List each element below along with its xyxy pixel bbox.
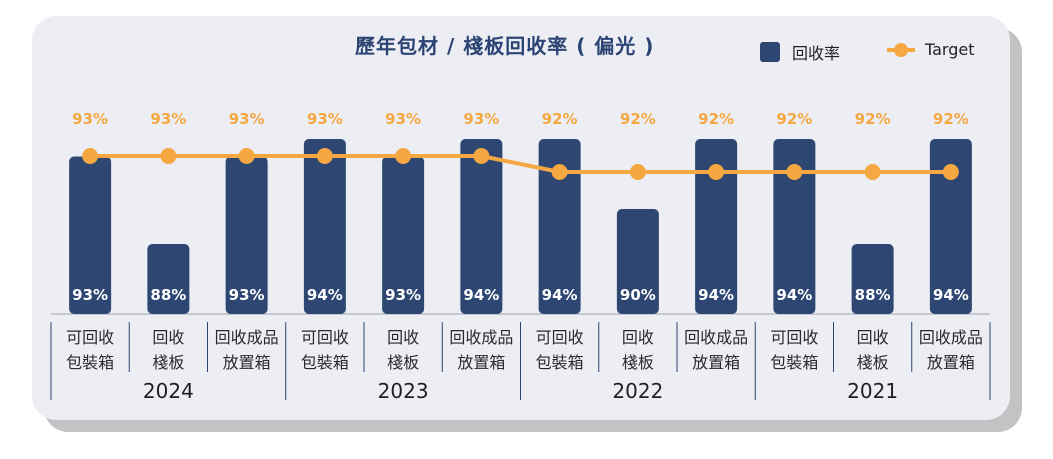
- target-value-label: 92%: [933, 110, 969, 128]
- category-label: 放置箱: [457, 353, 505, 372]
- category-label: 回收成品: [215, 328, 279, 347]
- bar: [460, 139, 503, 314]
- target-point: [786, 164, 803, 180]
- category-label: 棧板: [387, 353, 419, 372]
- year-label: 2022: [612, 379, 663, 403]
- target-point: [473, 148, 490, 164]
- bar: [225, 156, 268, 314]
- target-line: [90, 154, 951, 174]
- bar-value-label: 88%: [150, 286, 186, 304]
- category-label: 可回收: [770, 328, 818, 347]
- year-label: 2021: [847, 379, 898, 403]
- target-value-label: 92%: [698, 110, 734, 128]
- bar: [929, 139, 972, 314]
- category-label: 棧板: [622, 353, 654, 372]
- legend-item-bar: 回收率: [760, 40, 840, 64]
- bar: [616, 209, 659, 314]
- bar-value-label: 90%: [620, 286, 656, 304]
- target-point: [864, 164, 881, 180]
- bar-value-label: 94%: [933, 286, 969, 304]
- category-label: 回收: [622, 328, 654, 347]
- target-value-label: 93%: [150, 110, 186, 128]
- bar-value-label: 94%: [542, 286, 578, 304]
- category-label: 包裝箱: [770, 353, 818, 372]
- category-label: 包裝箱: [66, 353, 114, 372]
- bar-value-label: 94%: [698, 286, 734, 304]
- bar: [303, 139, 346, 314]
- category-label: 回收成品: [449, 328, 513, 347]
- bar: [538, 139, 581, 314]
- bar: [851, 244, 894, 314]
- category-label: 放置箱: [223, 353, 271, 372]
- category-label: 可回收: [536, 328, 584, 347]
- target-value-label: 93%: [72, 110, 108, 128]
- target-point: [238, 148, 255, 164]
- category-label: 回收: [152, 328, 184, 347]
- target-point: [395, 148, 412, 164]
- category-label: 棧板: [857, 353, 889, 372]
- target-point: [316, 148, 333, 164]
- bar: [147, 244, 190, 314]
- target-value-label: 93%: [229, 110, 265, 128]
- target-point: [551, 164, 568, 180]
- category-label: 棧板: [152, 353, 184, 372]
- bar-value-label: 94%: [776, 286, 812, 304]
- target-value-label: 92%: [542, 110, 578, 128]
- chart-title: 歷年包材 / 棧板回收率 ( 偏光 ): [355, 34, 655, 58]
- legend-item-line: Target: [887, 40, 975, 59]
- year-label: 2023: [378, 379, 429, 403]
- category-label: 包裝箱: [301, 353, 349, 372]
- bar: [695, 139, 738, 314]
- category-label: 回收成品: [919, 328, 983, 347]
- legend-bar-label: 回收率: [792, 44, 841, 63]
- target-value-label: 92%: [855, 110, 891, 128]
- category-label: 回收: [857, 328, 889, 347]
- target-value-label: 93%: [463, 110, 499, 128]
- bar-value-label: 93%: [385, 286, 421, 304]
- bar: [382, 156, 425, 314]
- target-point: [629, 164, 646, 180]
- bar-value-label: 93%: [229, 286, 265, 304]
- legend-line-label: Target: [925, 40, 975, 59]
- bar-value-label: 94%: [307, 286, 343, 304]
- category-label: 回收成品: [684, 328, 748, 347]
- target-value-label: 93%: [385, 110, 421, 128]
- bar-value-label: 88%: [855, 286, 891, 304]
- target-value-label: 93%: [307, 110, 343, 128]
- category-label: 回收: [387, 328, 419, 347]
- category-label: 包裝箱: [536, 353, 584, 372]
- target-value-label: 92%: [620, 110, 656, 128]
- year-label: 2024: [143, 379, 194, 403]
- bar-value-label: 93%: [72, 286, 108, 304]
- category-label: 放置箱: [692, 353, 740, 372]
- category-label: 可回收: [301, 328, 349, 347]
- bar: [773, 139, 816, 314]
- target-point: [82, 148, 99, 164]
- bar: [69, 156, 112, 314]
- category-label: 可回收: [66, 328, 114, 347]
- target-value-label: 92%: [776, 110, 812, 128]
- target-point: [942, 164, 959, 180]
- target-point: [708, 164, 725, 180]
- legend-bar-swatch: [760, 42, 780, 62]
- legend-line-swatch: [887, 42, 915, 57]
- bar-value-label: 94%: [463, 286, 499, 304]
- target-point: [160, 148, 177, 164]
- category-label: 放置箱: [927, 353, 975, 372]
